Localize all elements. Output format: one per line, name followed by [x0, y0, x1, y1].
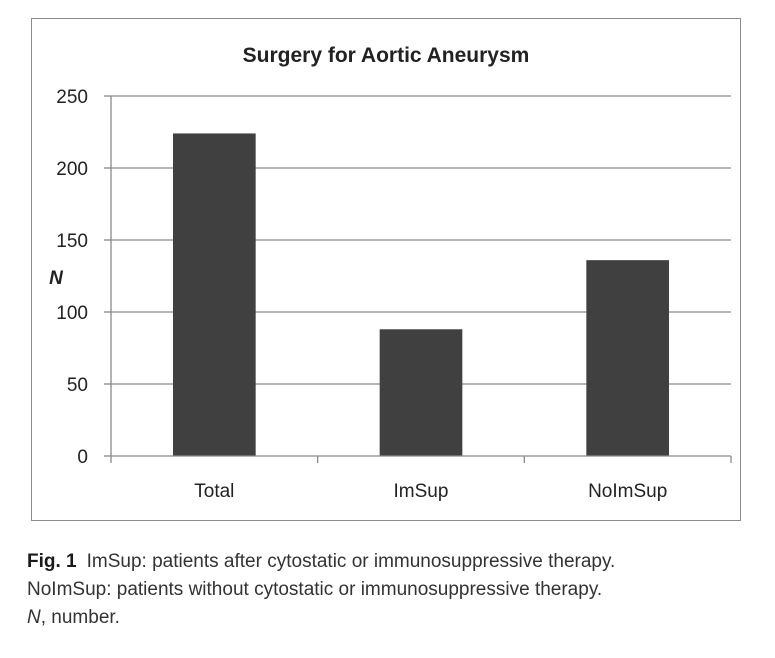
- x-tick-label-imsup: ImSup: [394, 481, 449, 502]
- y-axis-label: N: [49, 268, 64, 289]
- figure-caption: Fig. 1 ImSup: patients after cytostatic o…: [27, 548, 767, 632]
- caption-line-2: NoImSup: patients without cytostatic or …: [27, 579, 603, 600]
- y-tick-label-100: 100: [56, 303, 88, 324]
- figure-label: Fig. 1: [27, 551, 77, 572]
- bars: [173, 133, 669, 456]
- axes: [104, 95, 732, 463]
- caption-text-imsup: ImSup: patients after cytostatic or immu…: [86, 551, 616, 572]
- bar-imsup: [379, 329, 463, 456]
- x-tick-label-total: Total: [194, 481, 234, 502]
- tick-labels: 0 50 100 150 200 250 Total ImSup NoImSup: [56, 87, 667, 502]
- caption-text-number: , number.: [40, 607, 120, 628]
- bar-total: [173, 133, 256, 456]
- y-tick-label-50: 50: [67, 375, 88, 396]
- caption-symbol-n: N: [27, 607, 41, 628]
- chart-title: Surgery for Aortic Aneurysm: [243, 44, 530, 67]
- y-tick-label-250: 250: [56, 87, 88, 108]
- caption-line-3: N, number.: [27, 604, 767, 632]
- y-tick-label-0: 0: [77, 447, 88, 468]
- x-tick-label-noimsup: NoImSup: [588, 481, 667, 502]
- y-tick-label-200: 200: [56, 159, 88, 180]
- caption-line-1: Fig. 1 ImSup: patients after cytostatic o…: [27, 548, 767, 576]
- y-tick-label-150: 150: [56, 231, 88, 252]
- bar-noimsup: [586, 260, 669, 456]
- bar-chart: Surgery for Aortic Aneurysm N 0 50 100 150 2…: [49, 44, 732, 502]
